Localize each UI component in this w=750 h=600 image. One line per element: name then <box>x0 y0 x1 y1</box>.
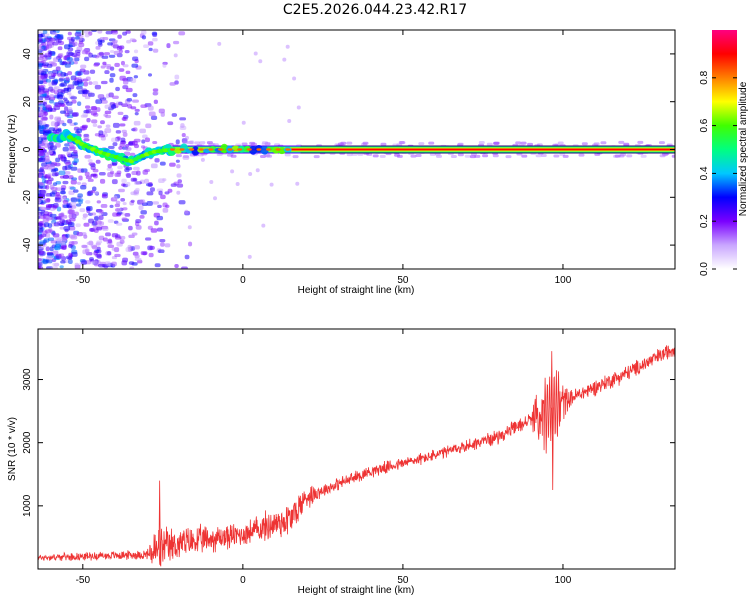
spectrogram-y-tick-label: 0 <box>22 146 33 152</box>
spectrogram-y-tick-label: 20 <box>22 96 33 108</box>
spectrogram-x-tick-label: 100 <box>555 275 572 286</box>
colorbar-tick-label: 0.8 <box>699 70 710 84</box>
spectrogram-x-axis: -50 0 50 100 <box>76 30 572 286</box>
snr-frame <box>37 328 676 570</box>
snr-y-axis: 1000 2000 3000 <box>22 368 675 517</box>
snr-y-tick-label: 1000 <box>22 494 33 517</box>
figure-title: C2E5.2026.044.23.42.R17 <box>282 2 468 18</box>
spectrogram-ridge <box>46 129 176 167</box>
spectrogram-y-tick-label: -40 <box>22 237 33 252</box>
spectrogram-panel: -50 0 50 100 -40 -20 0 20 40 Height of straight… <box>7 29 676 296</box>
colorbar-tick-label: 0.2 <box>699 214 710 228</box>
spectrogram-x-tick-label: 0 <box>240 275 246 286</box>
spectrogram-x-tick-label: 50 <box>397 275 409 286</box>
snr-background <box>38 329 675 569</box>
snr-series-line <box>38 345 675 567</box>
spectrogram-marks <box>38 30 675 269</box>
snr-x-tick-label: 50 <box>397 575 409 586</box>
spectrogram-noise-speckles <box>38 30 675 269</box>
colorbar-ticks: 0.0 0.2 0.4 0.6 0.8 <box>699 70 737 276</box>
colorbar-tick-label: 0.6 <box>699 118 710 132</box>
spectrogram-y-label: Frequency (Hz) <box>7 115 18 184</box>
snr-x-tick-label: -50 <box>76 575 91 586</box>
spectrogram-y-tick-label: -20 <box>22 190 33 205</box>
spectrogram-y-axis: -40 -20 0 20 40 <box>22 48 675 252</box>
colorbar-tick-label: 0.0 <box>699 262 710 276</box>
spectrogram-x-label: Height of straight line (km) <box>298 285 415 296</box>
spectrogram-y-tick-label: 40 <box>22 48 33 60</box>
snr-y-tick-label: 3000 <box>22 368 33 391</box>
snr-y-label: SNR (10 * v/v) <box>7 417 18 481</box>
snr-y-tick-label: 2000 <box>22 431 33 454</box>
snr-x-axis: -50 0 50 100 <box>76 329 572 586</box>
spectrogram-carrier <box>168 143 675 156</box>
snr-x-tick-label: 0 <box>240 575 246 586</box>
snr-x-tick-label: 100 <box>555 575 572 586</box>
colorbar-label: Normalized spectral amplitude <box>738 81 749 216</box>
colorbar: 0.0 0.2 0.4 0.6 0.8 Normalized spectral ampl… <box>699 30 749 276</box>
snr-x-label: Height of straight line (km) <box>298 585 415 596</box>
colorbar-tick-label: 0.4 <box>699 166 710 180</box>
colorbar-gradient <box>712 30 737 269</box>
spectrogram-x-tick-label: -50 <box>76 275 91 286</box>
snr-panel: -50 0 50 100 1000 2000 3000 Height of straigh… <box>7 328 676 596</box>
